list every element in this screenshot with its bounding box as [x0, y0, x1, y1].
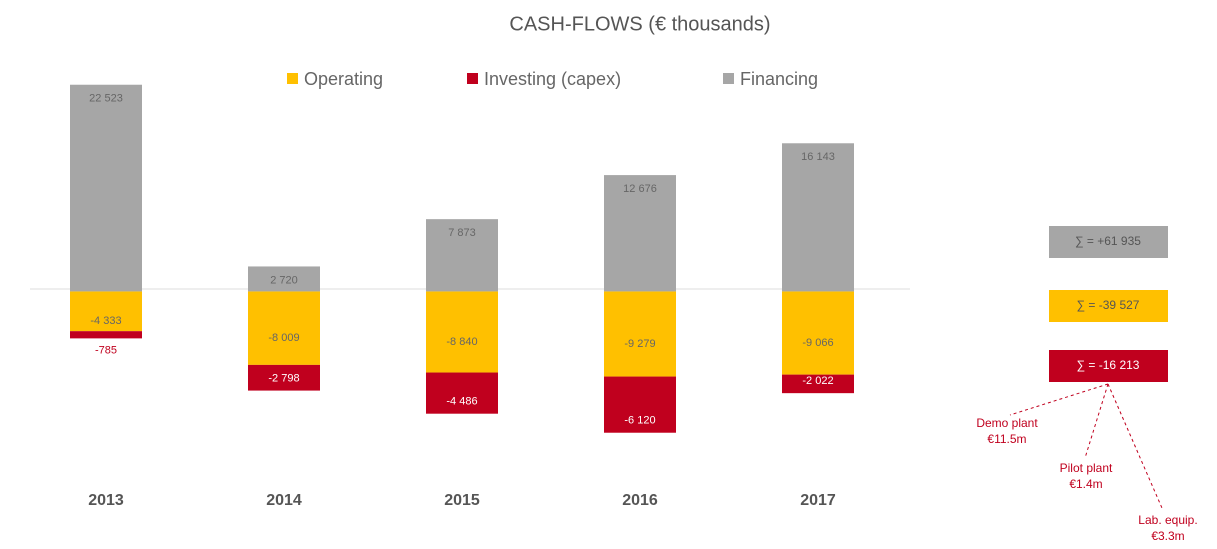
- x-tick-label: 2017: [800, 492, 836, 509]
- value-label: -9 066: [802, 337, 833, 349]
- bar-segment: [426, 219, 498, 292]
- legend-swatch: [467, 73, 478, 84]
- value-label: -8 840: [446, 336, 477, 348]
- value-label: -8 009: [268, 332, 299, 344]
- value-label: 2 720: [270, 274, 298, 286]
- x-tick-label: 2013: [88, 492, 124, 509]
- chart-title: CASH-FLOWS (€ thousands): [509, 13, 770, 35]
- bar-segment: [70, 84, 142, 292]
- bar-segment: [426, 291, 498, 373]
- annotation: Demo plant: [976, 416, 1038, 430]
- value-label: 12 676: [623, 183, 657, 195]
- value-label: -9 279: [624, 338, 655, 350]
- bar-segment: [782, 143, 854, 292]
- value-label: -785: [95, 344, 117, 356]
- bar-segment: [782, 374, 854, 394]
- legend-swatch: [287, 73, 298, 84]
- legend-label: Operating: [304, 69, 383, 89]
- value-label: -4 333: [90, 315, 121, 327]
- bar-segment: [248, 291, 320, 365]
- bar-segment: [426, 372, 498, 414]
- x-tick-label: 2016: [622, 492, 658, 509]
- value-label: -2 798: [268, 372, 299, 384]
- bar-segment: [70, 331, 142, 339]
- legend-swatch: [723, 73, 734, 84]
- value-label: 16 143: [801, 151, 835, 163]
- bar-segment: [604, 291, 676, 377]
- value-label: -2 022: [802, 375, 833, 387]
- total-box: [1049, 290, 1168, 322]
- bar-segment: [604, 376, 676, 433]
- total-box: [1049, 226, 1168, 258]
- x-tick-label: 2014: [266, 492, 302, 509]
- bar-segment: [248, 364, 320, 391]
- legend-label: Investing (capex): [484, 69, 621, 89]
- bar-segment: [604, 175, 676, 292]
- total-box: [1049, 350, 1168, 382]
- annotation: €3.3m: [1151, 529, 1184, 543]
- annotation: €1.4m: [1069, 477, 1102, 491]
- legend-label: Financing: [740, 69, 818, 89]
- bar-segment: [782, 291, 854, 375]
- value-label: 22 523: [89, 93, 123, 105]
- value-label: 7 873: [448, 227, 476, 239]
- total-label: ∑ = -39 527: [1077, 298, 1140, 312]
- total-label: ∑ = +61 935: [1075, 234, 1141, 248]
- annotation: €11.5m: [987, 432, 1026, 446]
- annotation: Lab. equip.: [1138, 513, 1197, 527]
- value-label: -4 486: [446, 396, 477, 408]
- annotation: Pilot plant: [1060, 461, 1113, 475]
- annotation-leaders: [1009, 383, 1163, 509]
- bar-segment: [70, 291, 142, 332]
- total-label: ∑ = -16 213: [1077, 358, 1140, 372]
- bar-segment: [248, 266, 320, 292]
- value-label: -6 120: [624, 415, 655, 427]
- x-tick-label: 2015: [444, 492, 480, 509]
